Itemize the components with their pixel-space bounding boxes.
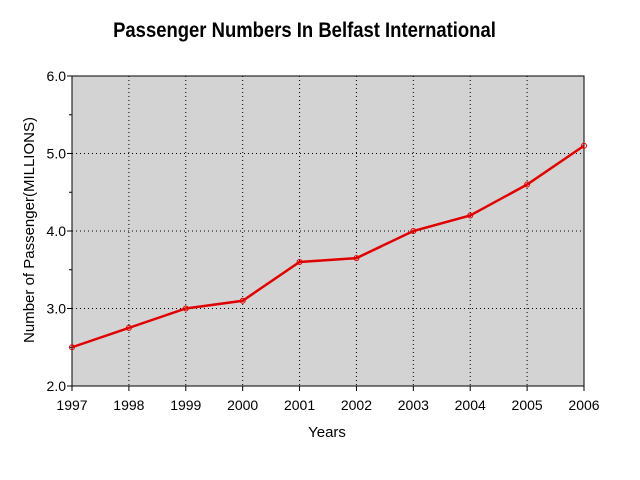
x-axis-label: Years bbox=[308, 424, 346, 441]
y-tick-label: 2.0 bbox=[47, 378, 67, 394]
x-tick-label: 1999 bbox=[170, 397, 201, 413]
data-point bbox=[581, 142, 587, 149]
data-point bbox=[353, 255, 360, 262]
series bbox=[69, 142, 587, 351]
x-tick-label: 1998 bbox=[113, 397, 144, 413]
x-tick-label: 2006 bbox=[568, 397, 599, 413]
x-tick-label: 2000 bbox=[227, 397, 258, 413]
data-point bbox=[296, 259, 303, 265]
data-point bbox=[239, 297, 246, 304]
x-tick-label: 2004 bbox=[455, 397, 486, 413]
x-tick-label: 1997 bbox=[56, 397, 87, 413]
data-point bbox=[69, 344, 75, 351]
grid bbox=[72, 76, 584, 386]
data-point bbox=[524, 181, 531, 188]
y-tick-label: 5.0 bbox=[47, 146, 67, 162]
x-tick-label: 2003 bbox=[398, 397, 429, 413]
y-axis-label: Number of Passenger(MILLIONS) bbox=[21, 117, 38, 343]
x-tick-label: 2001 bbox=[284, 397, 315, 413]
series-line bbox=[71, 144, 585, 349]
y-tick-label: 4.0 bbox=[47, 223, 67, 239]
x-tick-label: 2005 bbox=[512, 397, 543, 413]
x-tick-label: 2002 bbox=[341, 397, 372, 413]
data-point bbox=[410, 228, 417, 234]
data-point bbox=[125, 324, 132, 331]
axis-ticks: 1997 1998 1999 2000 2001 2002 2003 2004 2005 2006… bbox=[47, 68, 600, 413]
data-point bbox=[182, 305, 189, 312]
chart-title: Passenger Numbers In Belfast Internation… bbox=[113, 19, 496, 42]
y-tick-label: 3.0 bbox=[47, 301, 67, 317]
data-point bbox=[467, 212, 474, 219]
y-tick-label: 6.0 bbox=[47, 68, 67, 84]
